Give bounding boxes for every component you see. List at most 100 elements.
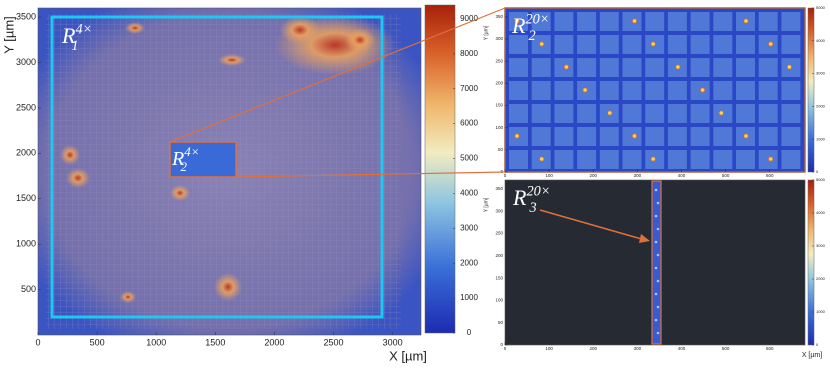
hotspot <box>631 133 638 139</box>
hotspot <box>656 305 660 309</box>
arrow <box>539 209 646 241</box>
x-tick-label: 400 <box>678 346 686 351</box>
cell <box>736 150 755 169</box>
y-tick-label: 300 <box>495 208 503 213</box>
cell <box>509 104 528 123</box>
colorbar <box>807 7 815 173</box>
y-tick-label: 0 <box>500 342 503 347</box>
strip <box>651 180 662 345</box>
hotspot <box>514 133 520 139</box>
cell <box>690 12 710 31</box>
colorbar <box>424 4 456 334</box>
cell <box>645 58 665 77</box>
hotspot <box>656 227 660 231</box>
hotspot <box>656 201 660 205</box>
colorbar-tick-label: 0 <box>467 328 472 337</box>
hotspot <box>768 41 774 47</box>
y-tick-label: 100 <box>495 298 503 303</box>
y-tick-label: 250 <box>495 231 503 236</box>
x-tick-label: 3000 <box>383 337 403 347</box>
region-label-part: 4× <box>184 144 199 159</box>
cell <box>690 35 710 54</box>
cell <box>645 12 665 31</box>
hotspot <box>768 156 774 162</box>
y-tick-label: 150 <box>495 275 503 280</box>
arrow-head <box>639 234 650 243</box>
plot-frame <box>37 7 422 336</box>
cell <box>577 104 597 123</box>
region-box <box>169 141 237 178</box>
region-label: R20× 3 <box>512 184 550 217</box>
cell <box>509 81 528 100</box>
y-tick-label: 200 <box>495 253 503 258</box>
hotspot <box>675 64 681 70</box>
y-tick-label: 300 <box>495 36 503 41</box>
cell <box>622 104 642 123</box>
x-tick-label: 300 <box>634 346 642 351</box>
plot-frame <box>504 179 806 346</box>
cell <box>531 104 551 123</box>
cell <box>599 58 619 77</box>
cell <box>781 35 801 54</box>
colorbar <box>807 179 815 346</box>
x-tick-label: 0 <box>35 337 40 347</box>
hotspot <box>654 240 658 244</box>
y-tick-label: 2000 <box>16 148 36 158</box>
colorbar-tick-label: 5000 <box>816 5 826 10</box>
region-label-part: 3 <box>529 200 537 216</box>
x-tick-label: 1500 <box>205 337 225 347</box>
y-tick-label: 200 <box>495 81 503 86</box>
region-label-part: R <box>512 185 527 210</box>
cell <box>781 104 801 123</box>
hotspot <box>170 185 190 201</box>
cell <box>554 127 574 146</box>
hotspot <box>66 168 90 188</box>
y-tick-label: 3500 <box>16 11 36 21</box>
y-tick-label: 250 <box>495 58 503 63</box>
cell <box>509 150 528 169</box>
region-label: R4× 2 <box>171 144 200 174</box>
cell <box>622 81 642 100</box>
cell <box>577 35 597 54</box>
x-tick-label: 500 <box>722 346 730 351</box>
y-tick-label: 500 <box>21 284 36 294</box>
hotspot <box>514 18 520 24</box>
cell <box>531 81 551 100</box>
cell <box>667 35 687 54</box>
hotspot <box>120 291 136 303</box>
colorbar-tick-label: 7000 <box>460 84 478 93</box>
region-box <box>50 15 384 319</box>
cell <box>599 12 619 31</box>
region-label-part: 20× <box>526 184 550 200</box>
cell <box>554 81 574 100</box>
cell <box>599 127 619 146</box>
colorbar-tick-label: 1000 <box>460 293 478 302</box>
x-tick-label: 2000 <box>264 337 284 347</box>
cell <box>781 127 801 146</box>
x-tick-label: 600 <box>766 173 774 178</box>
y-axis-label: Y [µm] <box>1 16 16 54</box>
cell <box>713 58 733 77</box>
cell <box>758 12 778 31</box>
hotspot <box>650 41 656 47</box>
cell <box>713 81 733 100</box>
cell <box>577 150 597 169</box>
hotspot <box>280 16 320 44</box>
cell <box>690 104 710 123</box>
hotspot <box>743 133 749 139</box>
region-label-part: 20× <box>525 12 549 28</box>
region-label-part: R <box>61 23 76 48</box>
cell <box>509 35 528 54</box>
x-axis-label: X [µm] <box>802 352 822 359</box>
cell <box>781 12 801 31</box>
x-axis-label: X [µm] <box>389 348 427 363</box>
cell <box>713 150 733 169</box>
y-tick-label: 2500 <box>16 102 36 112</box>
cell <box>509 58 528 77</box>
colorbar-tick-label: 1000 <box>816 136 826 141</box>
cell <box>554 150 574 169</box>
hotspot <box>786 64 793 70</box>
hotspot <box>214 273 242 301</box>
x-tick-label: 200 <box>589 346 597 351</box>
cell <box>736 81 755 100</box>
